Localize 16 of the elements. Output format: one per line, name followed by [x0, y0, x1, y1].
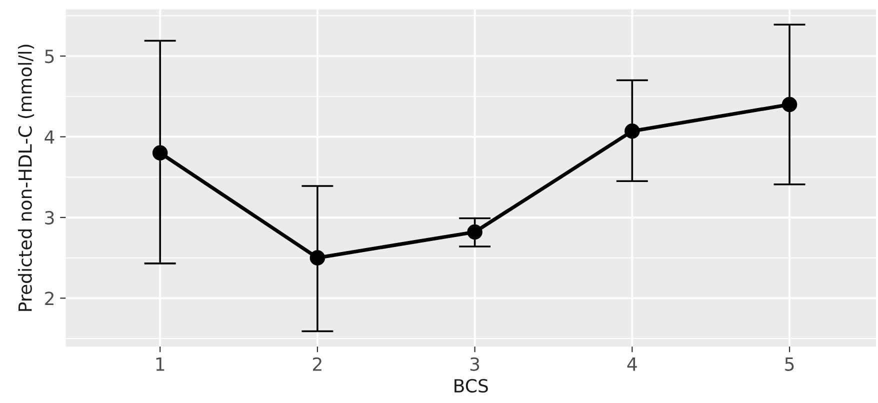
- y-axis-title: Predicted non-HDL-C (mmol/l): [18, 44, 34, 311]
- x-tick-label: 5: [785, 358, 794, 371]
- y-tick-label: 2: [45, 292, 54, 306]
- x-tick-label: 4: [627, 358, 637, 371]
- point: [152, 145, 168, 161]
- point: [467, 224, 482, 240]
- point: [310, 250, 326, 266]
- y-tick-label: 4: [44, 130, 54, 144]
- point: [624, 123, 640, 139]
- x-tick-label: 1: [156, 358, 164, 371]
- point: [782, 96, 798, 112]
- x-tick-label: 2: [313, 357, 322, 371]
- y-tick-label: 3: [45, 210, 54, 225]
- x-axis-title: BCS: [454, 378, 488, 393]
- x-tick-label: 3: [470, 357, 480, 371]
- y-tick-label: 5: [45, 50, 54, 64]
